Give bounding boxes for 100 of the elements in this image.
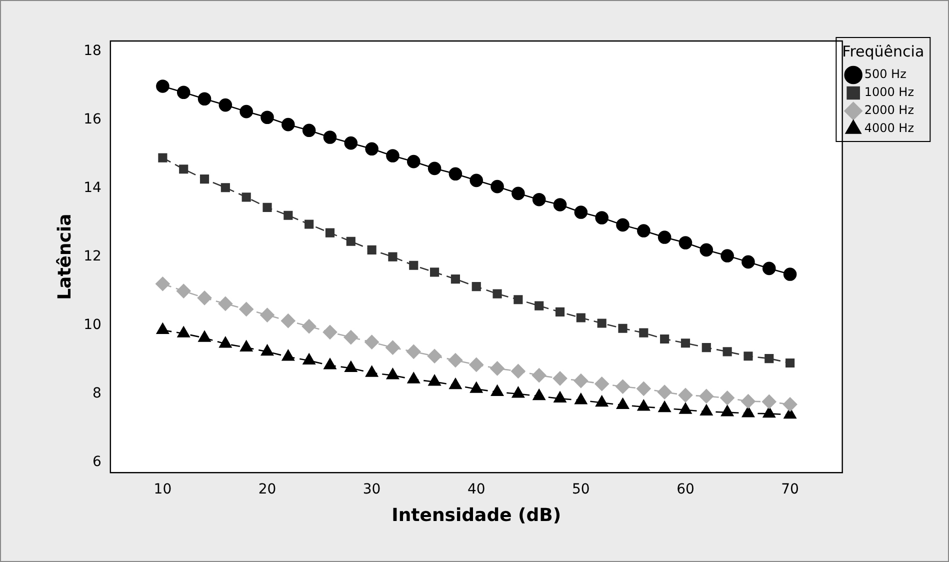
point [449, 378, 462, 390]
point [158, 153, 168, 162]
point [786, 358, 795, 368]
point [534, 301, 544, 310]
point [427, 348, 442, 364]
point [302, 319, 316, 334]
point [448, 353, 463, 368]
point [762, 394, 776, 409]
point [742, 255, 755, 269]
point [260, 308, 274, 322]
point [492, 289, 502, 298]
point [450, 274, 460, 284]
point [472, 282, 481, 292]
legend-label: 2000 Hz [864, 103, 914, 118]
x-tick-label: 20 [258, 482, 276, 498]
legend-title: Freqüência [842, 42, 924, 60]
point [744, 352, 753, 361]
point [344, 360, 358, 372]
point [658, 230, 672, 244]
y-tick-label: 10 [84, 316, 102, 333]
point [596, 396, 608, 407]
y-tick-label: 18 [84, 42, 102, 59]
point [282, 118, 295, 132]
point [552, 371, 568, 386]
point [721, 405, 734, 416]
point [281, 314, 296, 328]
x-tick-label: 40 [467, 482, 486, 498]
point [532, 389, 546, 400]
x-tick-label: 50 [572, 482, 590, 498]
point [409, 260, 418, 270]
point [574, 393, 588, 404]
point [722, 347, 732, 356]
point [678, 236, 692, 250]
point [304, 220, 314, 229]
point [532, 368, 546, 382]
point [219, 336, 232, 348]
point [511, 364, 526, 378]
x-tick-label: 10 [154, 482, 172, 498]
point [325, 228, 335, 238]
point [514, 295, 523, 304]
point [657, 384, 672, 400]
point [783, 268, 797, 281]
point [324, 358, 336, 370]
point [699, 389, 714, 404]
point [365, 142, 378, 156]
x-axis-title: Intensidade (dB) [392, 504, 562, 526]
point [553, 198, 567, 212]
point [616, 379, 630, 394]
point [448, 167, 462, 181]
point [678, 388, 693, 402]
point [636, 382, 651, 396]
point [782, 397, 798, 412]
point [220, 183, 230, 192]
point [742, 406, 754, 418]
point [700, 243, 714, 257]
point [367, 245, 376, 254]
point [618, 324, 628, 333]
point [658, 401, 671, 412]
point [218, 98, 232, 112]
point [156, 80, 170, 93]
point [386, 368, 399, 380]
point [512, 386, 524, 398]
point [262, 202, 272, 212]
point [512, 186, 525, 200]
point [240, 340, 253, 352]
point [260, 110, 274, 124]
point [156, 276, 170, 292]
point [386, 149, 400, 162]
point [639, 328, 648, 338]
point [430, 268, 440, 277]
point [720, 249, 734, 262]
point [574, 374, 588, 388]
legend-label: 1000 Hz [864, 85, 914, 100]
y-tick-label: 8 [92, 385, 102, 402]
point [428, 374, 441, 386]
point [282, 350, 294, 361]
point [574, 206, 588, 219]
point [741, 394, 756, 408]
point [344, 330, 358, 344]
point [762, 406, 776, 418]
point [176, 86, 190, 100]
point [470, 174, 484, 188]
point [366, 366, 378, 377]
point [597, 318, 606, 328]
point [720, 390, 734, 406]
point [637, 224, 650, 238]
point [470, 382, 483, 393]
legend-label: 4000 Hz [864, 121, 914, 136]
point [491, 384, 504, 396]
point [179, 164, 188, 174]
point [323, 130, 337, 144]
point [344, 136, 358, 150]
point [680, 338, 690, 348]
point [200, 174, 210, 184]
point [260, 344, 274, 356]
y-tick-label: 6 [92, 454, 102, 470]
point [490, 361, 504, 376]
point [177, 326, 190, 338]
point [679, 402, 692, 414]
point [322, 325, 338, 340]
